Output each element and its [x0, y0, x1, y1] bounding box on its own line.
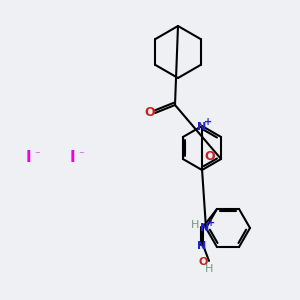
Text: O: O [145, 106, 155, 119]
Text: I: I [69, 149, 75, 164]
Text: H: H [205, 264, 213, 274]
Text: I: I [25, 149, 31, 164]
Text: ⁻: ⁻ [78, 150, 84, 160]
Text: N: N [197, 122, 207, 132]
Text: +: + [204, 117, 212, 127]
Text: N: N [197, 241, 207, 251]
Text: N: N [200, 223, 210, 233]
Text: O: O [205, 149, 215, 163]
Text: +: + [207, 218, 215, 228]
Text: ⁻: ⁻ [34, 150, 40, 160]
Text: H: H [191, 220, 199, 230]
Text: O: O [198, 257, 208, 267]
